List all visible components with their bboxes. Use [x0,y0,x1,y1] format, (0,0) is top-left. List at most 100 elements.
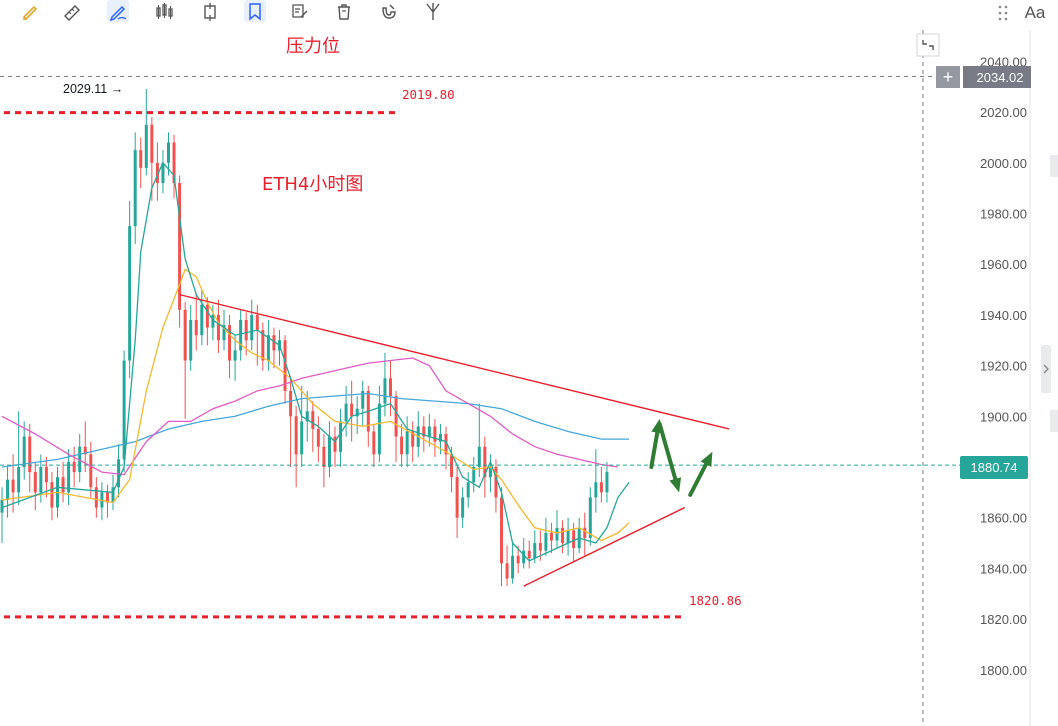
drawn-lines [0,30,960,726]
candle [483,436,487,498]
price-tick-label: 2020.00 [980,105,1027,120]
pen-icon[interactable] [107,0,129,22]
candle [583,512,587,556]
ascending-support-trendline[interactable] [523,506,685,587]
candle [322,434,326,488]
bookmark-icon[interactable] [244,0,266,22]
forecast-arrow[interactable] [657,421,682,493]
candle [266,319,270,371]
candle [78,434,82,483]
ma-mid-line [1,268,630,542]
candle [33,461,37,511]
candle [599,467,603,503]
candle [455,467,459,538]
candle [394,390,398,462]
candlesticks [0,89,609,587]
candle [44,456,48,498]
candle [466,472,470,508]
candle [189,304,193,371]
candle [339,408,343,467]
candle [272,327,276,369]
candle [494,459,498,513]
candle [194,294,198,351]
candle [511,543,515,584]
candle [183,302,187,419]
crosshair-price-tag: + 2034.02 [936,66,1031,88]
candle [294,406,298,488]
forecast-arrow[interactable] [688,451,713,497]
candle [427,413,431,447]
candle [139,137,143,189]
candle [67,449,71,506]
candle [389,360,392,417]
ruler-icon[interactable] [61,0,83,22]
candle [233,335,237,381]
resistance-title: 压力位 [286,36,340,57]
candle [400,423,404,467]
expand-arrow-icon [1043,364,1049,374]
candle [588,487,592,546]
scroll-handle-2[interactable] [1050,410,1058,432]
candle [28,423,32,493]
candle [89,441,93,498]
candle [405,416,409,467]
position-icon[interactable] [199,0,221,22]
panel-expand-handle[interactable] [1041,345,1051,393]
candle [522,537,526,569]
notes-icon[interactable] [288,0,310,22]
price-tick-label: 1800.00 [980,663,1027,678]
highlighter-icon[interactable] [19,0,41,22]
price-axis: 2040.00 2020.00 2000.00 1980.00 1960.00 1940.… [960,0,1058,726]
candle [250,299,254,351]
candle [216,299,220,353]
candle [144,89,148,176]
ma-long-line [1,392,630,468]
candle [72,446,76,488]
moving-averages [1,161,630,562]
trash-icon[interactable] [333,0,355,22]
candle [344,385,348,437]
candle [122,350,126,473]
candle [289,375,293,467]
candle [205,297,209,346]
candle [155,142,159,201]
candle [222,309,226,351]
candle [22,421,26,480]
candle [444,426,448,470]
candle [133,132,137,244]
descending-resistance-trendline[interactable] [179,293,730,430]
collapse-icon[interactable] [916,33,940,57]
magnet-icon[interactable] [377,0,399,22]
candle [94,477,98,518]
candle [61,461,65,503]
price-tick-label: 1820.00 [980,612,1027,627]
candle [361,380,365,427]
price-tick-label: 1920.00 [980,359,1027,374]
candle [516,545,520,574]
support-value-label: 1820.86 [689,593,742,608]
candle [327,421,331,478]
font-settings-button[interactable]: Aa [1024,3,1046,22]
scroll-handle[interactable] [1050,155,1058,177]
candle [261,322,265,371]
resistance-value-label: 2019.80 [402,87,455,102]
candle [239,309,243,361]
candle [283,335,287,404]
crosshair-plus-icon[interactable]: + [943,67,954,87]
fork-icon[interactable] [422,0,444,22]
current-price-tag: 1880.74 [960,456,1028,479]
more-options-icon[interactable] [996,2,1010,24]
price-tick-label: 1900.00 [980,409,1027,424]
chart-title: ETH4小时图 [262,174,363,195]
candle [350,380,354,442]
candle [128,200,132,379]
candle [594,449,598,513]
candles-icon[interactable] [153,0,175,22]
candle [211,304,215,341]
candle [6,467,10,518]
candle [305,390,309,442]
price-tick-label: 1940.00 [980,308,1027,323]
candle [555,510,559,549]
